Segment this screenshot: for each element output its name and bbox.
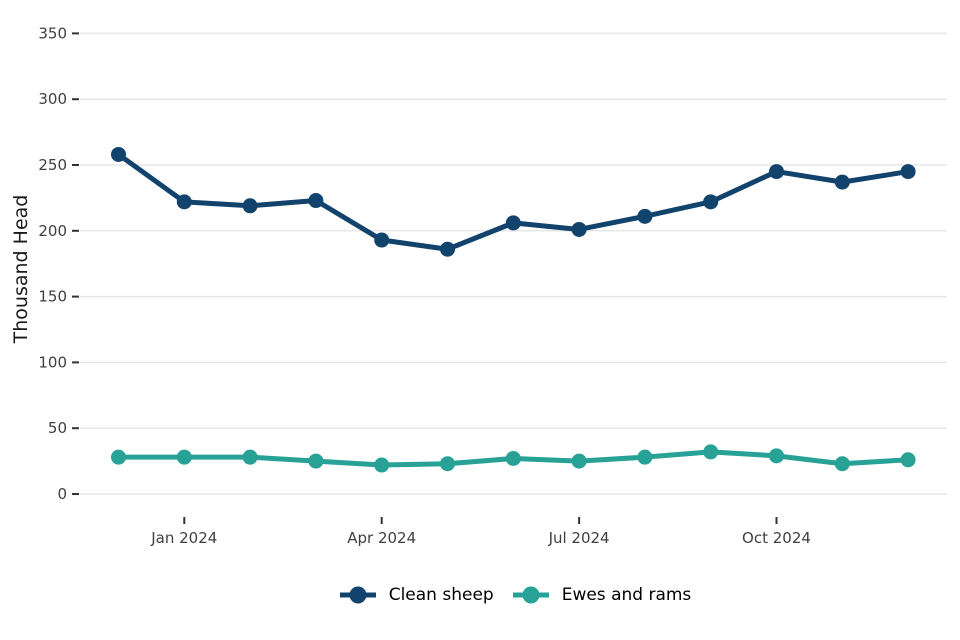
y-tick-label: 150 <box>38 288 67 306</box>
clean-sheep-data-point <box>176 194 192 210</box>
legend-item-clean-sheep: Clean sheep <box>339 584 494 606</box>
y-tick-label: 0 <box>57 485 67 503</box>
ewes-and-rams-data-point <box>834 456 850 472</box>
ewes-and-rams-data-point <box>703 444 719 460</box>
ewes-and-rams-data-point <box>440 456 455 472</box>
x-tick-label: Jan 2024 <box>150 529 217 547</box>
x-tick-label: Jul 2024 <box>548 529 610 547</box>
clean-sheep-data-point <box>308 193 324 209</box>
ewes-and-rams-data-point <box>571 453 587 469</box>
clean-sheep-data-point <box>769 164 784 180</box>
x-tick-label: Apr 2024 <box>347 529 416 547</box>
y-tick-label: 350 <box>38 24 67 42</box>
ewes-and-rams-data-point <box>900 452 916 468</box>
clean-sheep-line <box>116 151 911 252</box>
plot-area: 0 50 100 150 200 250 300 350 Jan 2024 Apr 2024 Jul… <box>38 24 947 547</box>
clean-sheep-data-point <box>637 208 653 224</box>
legend: Clean sheep Ewes and rams <box>35 584 960 606</box>
y-tick-label: 50 <box>48 419 67 437</box>
clean-sheep-data-point <box>703 194 719 210</box>
clean-sheep-data-point <box>242 198 258 214</box>
y-tick-label: 250 <box>38 156 67 174</box>
ewes-and-rams-data-point <box>374 457 390 473</box>
legend-label-ewes-and-rams: Ewes and rams <box>561 585 692 605</box>
x-tick-label: Oct 2024 <box>742 529 811 547</box>
ewes-and-rams-data-point <box>769 448 784 464</box>
y-tick-label: 100 <box>38 353 67 371</box>
ewes-and-rams-data-point <box>505 450 521 466</box>
legend-item-ewes-and-rams: Ewes and rams <box>512 584 692 606</box>
clean-sheep-data-point <box>900 164 916 180</box>
clean-sheep-data-point <box>834 174 850 190</box>
clean-sheep-data-point <box>374 232 390 248</box>
clean-sheep-data-point <box>111 146 126 162</box>
clean-sheep-data-point <box>440 241 455 257</box>
y-tick-label: 300 <box>38 90 67 108</box>
ewes-and-rams-legend-marker-icon <box>512 586 549 604</box>
legend-label-clean-sheep: Clean sheep <box>388 585 494 605</box>
y-tick-label: 200 <box>38 222 67 240</box>
clean-sheep-data-point <box>505 215 521 231</box>
ewes-and-rams-data-point <box>242 449 258 465</box>
clean-sheep-data-point <box>571 221 587 237</box>
ewes-and-rams-data-point <box>637 449 653 465</box>
ewes-and-rams-data-point <box>111 449 126 465</box>
ewes-and-rams-data-point <box>308 453 324 469</box>
ewes-and-rams-data-point <box>176 449 192 465</box>
clean-sheep-legend-marker-icon <box>339 586 376 604</box>
